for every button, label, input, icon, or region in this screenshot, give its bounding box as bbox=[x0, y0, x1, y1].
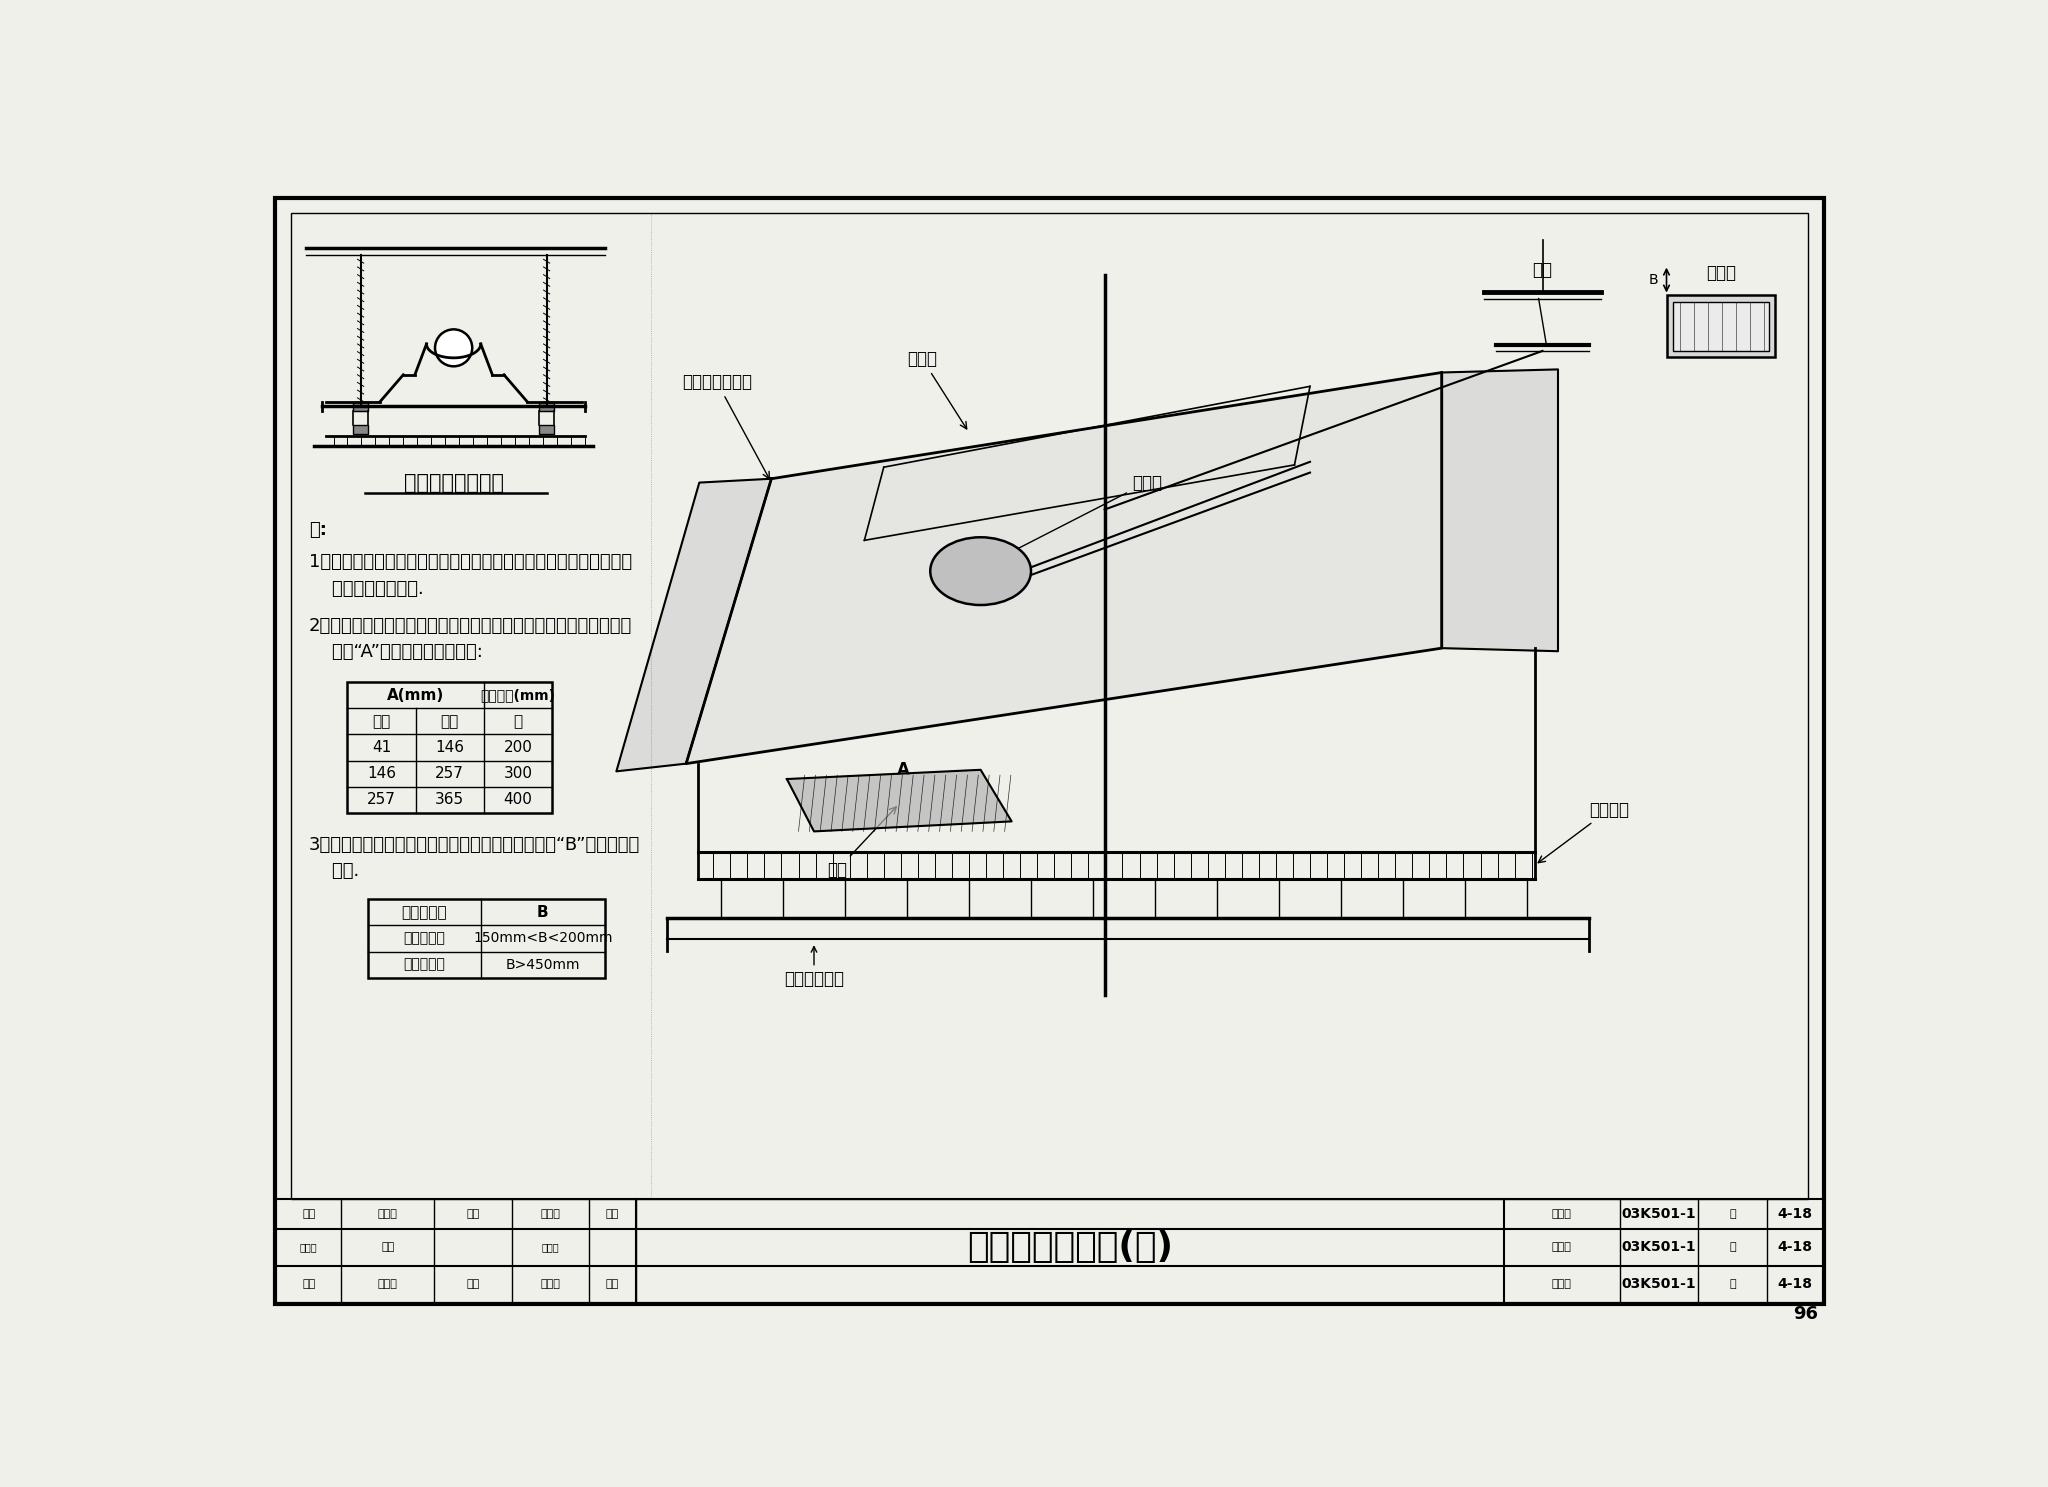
Text: 300: 300 bbox=[504, 766, 532, 781]
Text: 200: 200 bbox=[504, 741, 532, 755]
Text: 装饰性铝合金格栅.: 装饰性铝合金格栅. bbox=[309, 580, 424, 598]
Circle shape bbox=[434, 329, 473, 366]
Text: 图集号: 图集号 bbox=[1552, 1279, 1571, 1289]
Text: 注:: 注: bbox=[309, 520, 326, 540]
Text: 设计: 设计 bbox=[606, 1279, 618, 1289]
Text: 距离“A”，计算时可使用下表:: 距离“A”，计算时可使用下表: bbox=[309, 642, 483, 660]
Bar bbox=[369, 900, 604, 977]
Text: 宽: 宽 bbox=[514, 714, 522, 729]
Text: B: B bbox=[1649, 274, 1659, 287]
Text: 校对: 校对 bbox=[467, 1209, 479, 1219]
Text: 3、在发生器外壳与其上方障碍物之间至少保持距高“B”以满足维修: 3、在发生器外壳与其上方障碍物之间至少保持距高“B”以满足维修 bbox=[309, 836, 639, 854]
Text: 4-18: 4-18 bbox=[1778, 1207, 1812, 1221]
Text: 胡卫卫: 胡卫卫 bbox=[377, 1209, 397, 1219]
Text: 4-18: 4-18 bbox=[1778, 1240, 1812, 1254]
Text: 发生器形式: 发生器形式 bbox=[401, 904, 446, 920]
Text: 护板: 护板 bbox=[827, 807, 897, 879]
Text: 03K501-1: 03K501-1 bbox=[1622, 1277, 1696, 1291]
Bar bbox=[539, 401, 555, 410]
Text: 审核: 审核 bbox=[301, 1209, 315, 1219]
Text: 最小: 最小 bbox=[373, 714, 391, 729]
Text: 400: 400 bbox=[504, 793, 532, 807]
Bar bbox=[291, 213, 1808, 1199]
Text: 96: 96 bbox=[1794, 1306, 1819, 1323]
Text: A: A bbox=[897, 761, 909, 779]
Text: 胡卫卫: 胡卫卫 bbox=[377, 1279, 397, 1289]
Polygon shape bbox=[1442, 369, 1559, 651]
Text: 146: 146 bbox=[436, 741, 465, 755]
Text: 365: 365 bbox=[434, 793, 465, 807]
Text: 2、选用适当的侧部加长反射板时，应计算辐射管与装饰格栅之间的: 2、选用适当的侧部加长反射板时，应计算辐射管与装饰格栅之间的 bbox=[309, 617, 633, 635]
Text: 页: 页 bbox=[1729, 1209, 1737, 1219]
Bar bbox=[1667, 296, 1776, 357]
Text: 图集号: 图集号 bbox=[1552, 1209, 1571, 1219]
Text: 图集号: 图集号 bbox=[1552, 1242, 1571, 1252]
Text: 设计: 设计 bbox=[606, 1209, 618, 1219]
Text: 顶盖平启式: 顶盖平启式 bbox=[403, 931, 446, 946]
Text: A(mm): A(mm) bbox=[387, 687, 444, 703]
Text: B>450mm: B>450mm bbox=[506, 958, 580, 971]
Text: 03K501-1: 03K501-1 bbox=[1622, 1240, 1696, 1254]
Text: 白小步: 白小步 bbox=[541, 1242, 559, 1252]
Polygon shape bbox=[686, 372, 1442, 764]
Text: 41: 41 bbox=[373, 741, 391, 755]
Text: 最大: 最大 bbox=[440, 714, 459, 729]
Bar bbox=[352, 401, 369, 410]
Ellipse shape bbox=[930, 537, 1030, 605]
Text: 257: 257 bbox=[436, 766, 465, 781]
Text: 白小步: 白小步 bbox=[541, 1279, 561, 1289]
Text: 4-18: 4-18 bbox=[1778, 1277, 1812, 1291]
Text: 侧部加长(mm): 侧部加长(mm) bbox=[481, 688, 555, 702]
Text: 审核: 审核 bbox=[301, 1279, 315, 1289]
Text: 146: 146 bbox=[367, 766, 395, 781]
Text: 发生器: 发生器 bbox=[1706, 263, 1737, 281]
Text: 页: 页 bbox=[1729, 1242, 1737, 1252]
Text: 吸架: 吸架 bbox=[1532, 260, 1552, 278]
Text: 校对: 校对 bbox=[467, 1279, 479, 1289]
Text: 反射板: 反射板 bbox=[907, 351, 967, 428]
Text: 胡卫卫: 胡卫卫 bbox=[299, 1242, 317, 1252]
Text: 顶盖捽起式: 顶盖捽起式 bbox=[403, 958, 446, 971]
Bar bbox=[352, 425, 369, 434]
Text: 辐射管: 辐射管 bbox=[1008, 473, 1161, 553]
Text: B: B bbox=[537, 904, 549, 920]
Bar bbox=[539, 425, 555, 434]
Text: 白小步: 白小步 bbox=[541, 1209, 561, 1219]
Bar bbox=[348, 683, 553, 813]
Bar bbox=[1673, 302, 1769, 351]
Polygon shape bbox=[786, 770, 1012, 831]
Text: 要求.: 要求. bbox=[309, 862, 358, 880]
Text: 页: 页 bbox=[1729, 1279, 1737, 1289]
Text: 铝装饰格栅的安装: 铝装饰格栅的安装 bbox=[403, 473, 504, 492]
Text: 150mm<B<200mm: 150mm<B<200mm bbox=[473, 931, 612, 946]
Text: 吸顶悬挂结构: 吸顶悬挂结构 bbox=[784, 970, 844, 989]
Text: 刘龙: 刘龙 bbox=[381, 1242, 395, 1252]
Text: 257: 257 bbox=[367, 793, 395, 807]
Text: 03K501-1: 03K501-1 bbox=[1622, 1207, 1696, 1221]
Text: 1、当燃气辐射采暖系统安装于吸顶上方时，必须在辐射管下方安装: 1、当燃气辐射采暖系统安装于吸顶上方时，必须在辐射管下方安装 bbox=[309, 553, 633, 571]
Polygon shape bbox=[616, 479, 772, 772]
Text: 反射板侧部加长: 反射板侧部加长 bbox=[682, 373, 770, 479]
Text: 反射板安装形式(四): 反射板安装形式(四) bbox=[967, 1230, 1174, 1264]
Text: 宽铝格栅: 宽铝格栅 bbox=[1538, 801, 1628, 862]
